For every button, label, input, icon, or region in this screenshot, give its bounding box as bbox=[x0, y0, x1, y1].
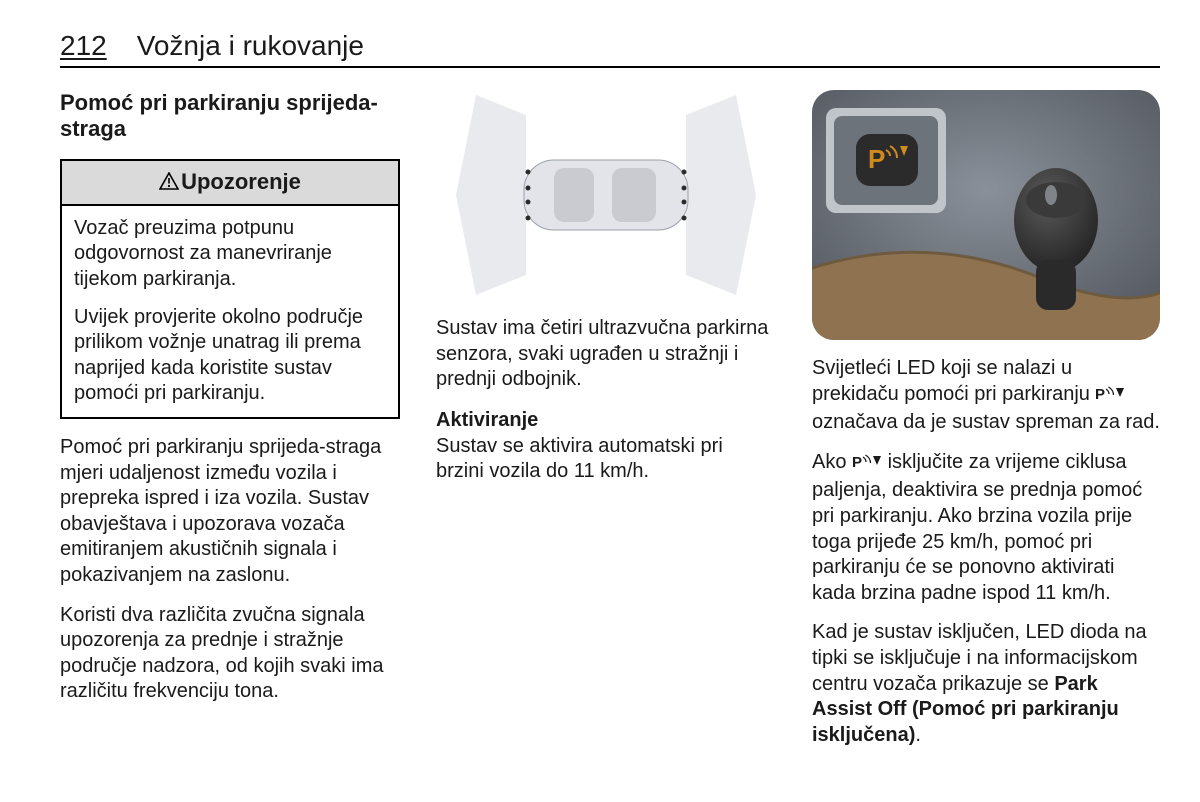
body-paragraph: Pomoć pri parkiranju sprijeda-straga mje… bbox=[60, 435, 400, 589]
subheading: Aktiviranje bbox=[436, 409, 776, 432]
body-paragraph: Koristi dva različita zvučna signala upo… bbox=[60, 603, 400, 705]
warning-box: Upozorenje Vozač preuzima potpunu odgovo… bbox=[60, 159, 400, 419]
warning-paragraph: Uvijek provjerite okolno područje prilik… bbox=[74, 305, 386, 407]
warning-triangle-icon bbox=[159, 170, 179, 196]
sensor-diagram bbox=[436, 90, 776, 300]
warning-body: Vozač preuzima potpunu odgovornost za ma… bbox=[62, 206, 398, 417]
body-paragraph: Svijetleći LED koji se nalazi u prekidač… bbox=[812, 356, 1160, 436]
column-right: P Svijetleći LED koji se nalazi u prekid… bbox=[812, 90, 1160, 748]
svg-text:P: P bbox=[868, 144, 885, 174]
text-run: označava da je sustav spreman za rad. bbox=[812, 411, 1160, 433]
park-assist-icon: P bbox=[852, 453, 882, 479]
page-header: 212 Vožnja i rukovanje bbox=[60, 30, 1160, 68]
text-run: Ako bbox=[812, 451, 852, 473]
warning-paragraph: Vozač preuzima potpunu odgovornost za ma… bbox=[74, 216, 386, 293]
manual-page: 212 Vožnja i rukovanje Pomoć pri parkira… bbox=[0, 0, 1200, 802]
body-paragraph: Sustav ima četiri ultrazvučna parkirna s… bbox=[436, 316, 776, 393]
svg-text:P: P bbox=[1095, 386, 1105, 403]
section-title: Pomoć pri parkiranju sprijeda-straga bbox=[60, 90, 400, 143]
svg-text:P: P bbox=[852, 454, 862, 471]
warning-label: Upozorenje bbox=[181, 169, 301, 194]
page-number: 212 bbox=[60, 30, 107, 62]
body-paragraph: Kad je sustav isključen, LED dioda na ti… bbox=[812, 620, 1160, 748]
three-column-layout: Pomoć pri parkiranju sprijeda-straga Upo… bbox=[60, 90, 1160, 748]
dashboard-photo: P bbox=[812, 90, 1160, 340]
column-left: Pomoć pri parkiranju sprijeda-straga Upo… bbox=[60, 90, 400, 748]
park-assist-photo-svg: P bbox=[812, 90, 1160, 340]
text-run: . bbox=[915, 724, 921, 746]
park-assist-icon: P bbox=[1095, 385, 1125, 411]
car-sensor-diagram-svg bbox=[436, 90, 776, 300]
warning-header: Upozorenje bbox=[62, 161, 398, 206]
text-run: Svijetleći LED koji se nalazi u prekidač… bbox=[812, 357, 1095, 405]
body-paragraph: Sustav se aktivira automatski pri brzini… bbox=[436, 434, 776, 485]
column-middle: Sustav ima četiri ultrazvučna parkirna s… bbox=[436, 90, 776, 748]
chapter-title: Vožnja i rukovanje bbox=[137, 30, 364, 62]
body-paragraph: Ako P isključite za vrijeme ciklusa palj… bbox=[812, 450, 1160, 607]
